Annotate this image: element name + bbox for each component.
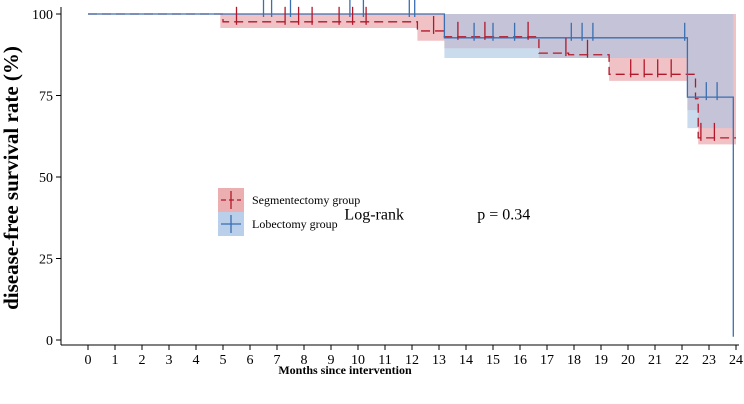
x-tick-label: 4 — [193, 353, 200, 368]
x-tick-label: 12 — [405, 353, 419, 368]
x-tick-label: 9 — [328, 353, 335, 368]
y-tick-label: 75 — [39, 90, 53, 105]
x-tick-label: 7 — [274, 353, 281, 368]
x-tick-label: 16 — [513, 353, 527, 368]
y-axis-title: disease-free survival rate (%) — [0, 46, 23, 310]
x-tick-label: 0 — [85, 353, 92, 368]
survival-curves — [88, 13, 736, 337]
x-tick-label: 21 — [648, 353, 662, 368]
x-tick-label: 2 — [139, 353, 146, 368]
x-tick-label: 3 — [166, 353, 173, 368]
legend-label: Segmentectomy group — [252, 193, 360, 207]
y-tick-label: 25 — [39, 253, 53, 268]
legend: Segmentectomy group Lobectomy group — [218, 188, 360, 236]
x-tick-label: 17 — [540, 353, 554, 368]
confidence-band — [444, 14, 734, 129]
x-tick-label: 15 — [486, 353, 500, 368]
x-tick-label: 23 — [702, 353, 716, 368]
x-tick-label: 5 — [220, 353, 227, 368]
survival-line — [88, 13, 734, 337]
x-tick-label: 19 — [594, 353, 608, 368]
y-tick-label: 100 — [32, 8, 53, 23]
censor-marks — [235, 0, 718, 141]
confidence-bands — [220, 14, 737, 145]
x-tick-label: 13 — [432, 353, 446, 368]
survival-line — [88, 13, 736, 139]
legend-label: Lobectomy group — [252, 217, 338, 231]
x-tick-label: 20 — [621, 353, 635, 368]
x-tick-label: 14 — [459, 353, 473, 368]
x-axis-title: Months since intervention — [278, 363, 412, 377]
x-tick-label: 6 — [247, 353, 254, 368]
x-tick-label: 10 — [351, 353, 365, 368]
annotation-text: p = 0.34 — [477, 206, 530, 223]
axes — [60, 7, 739, 346]
y-tick-label: 50 — [39, 171, 53, 186]
x-tick-label: 11 — [378, 353, 391, 368]
x-tick-label: 8 — [301, 353, 308, 368]
y-tick-label: 0 — [46, 334, 53, 349]
x-tick-label: 18 — [567, 353, 581, 368]
x-tick-label: 22 — [675, 353, 689, 368]
x-tick-label: 24 — [729, 353, 743, 368]
annotations: Log-rank p = 0.34 — [344, 206, 530, 223]
annotation-text: Log-rank — [344, 206, 404, 223]
x-tick-label: 1 — [112, 353, 119, 368]
